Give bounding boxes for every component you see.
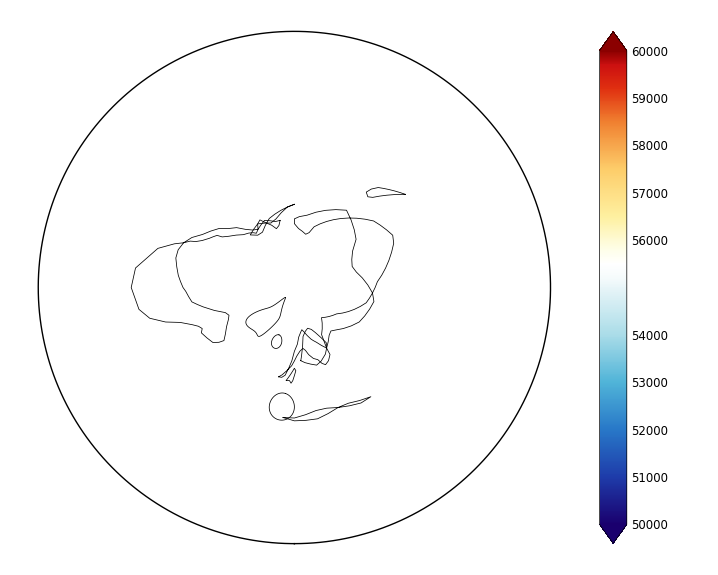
PathPatch shape — [600, 524, 627, 543]
PathPatch shape — [600, 32, 627, 51]
